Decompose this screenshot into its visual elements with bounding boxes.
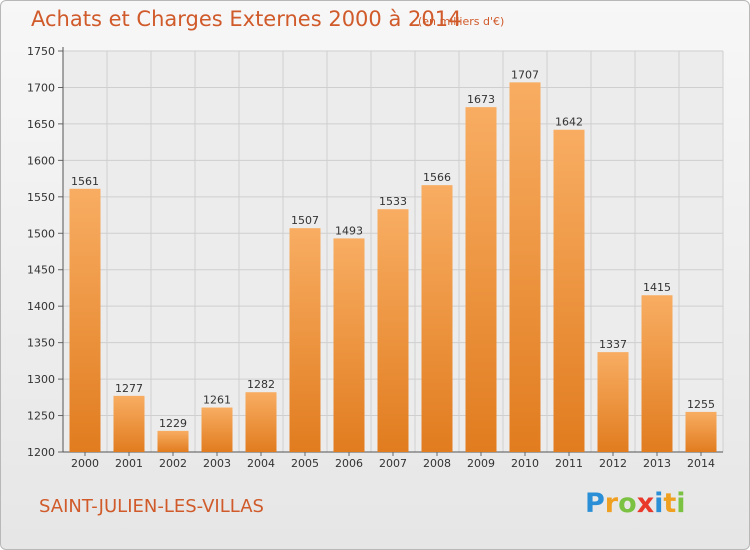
logo-letter: o (618, 488, 637, 519)
data-label: 1566 (423, 171, 451, 184)
bar (597, 352, 629, 452)
x-tick-label: 2008 (423, 457, 451, 470)
bar (289, 228, 321, 452)
y-tick-label: 1550 (27, 191, 55, 204)
y-tick-label: 1500 (27, 227, 55, 240)
x-tick-label: 2000 (71, 457, 99, 470)
logo-letter: i (676, 488, 686, 519)
y-tick-label: 1650 (27, 118, 55, 131)
x-tick-label: 2004 (247, 457, 275, 470)
bar (641, 295, 673, 452)
x-tick-label: 2003 (203, 457, 231, 470)
y-tick-label: 1300 (27, 373, 55, 386)
city-name: SAINT-JULIEN-LES-VILLAS (39, 496, 264, 517)
y-tick-label: 1450 (27, 264, 55, 277)
data-label: 1642 (555, 116, 583, 129)
data-label: 1507 (291, 214, 319, 227)
logo-letter: P (585, 488, 605, 519)
data-label: 1229 (159, 417, 187, 430)
y-tick-label: 1200 (27, 446, 55, 459)
bar (113, 395, 145, 452)
bar (509, 82, 541, 453)
logo-letter: i (654, 488, 664, 519)
x-tick-label: 2009 (467, 457, 495, 470)
data-label: 1533 (379, 195, 407, 208)
x-tick-label: 2001 (115, 457, 143, 470)
proxiti-logo: Proxiti (585, 488, 686, 519)
chart-subtitle: (en milliers d'€) (418, 15, 505, 28)
logo-letter: t (663, 488, 677, 519)
data-label: 1282 (247, 378, 275, 391)
x-tick-label: 2012 (599, 457, 627, 470)
data-label: 1415 (643, 281, 671, 294)
bar (377, 209, 409, 452)
data-label: 1707 (511, 68, 539, 81)
bar (69, 188, 101, 452)
x-tick-label: 2010 (511, 457, 539, 470)
x-tick-label: 2013 (643, 457, 671, 470)
logo-letter: x (636, 488, 655, 519)
x-tick-label: 2014 (687, 457, 715, 470)
x-tick-label: 2006 (335, 457, 363, 470)
logo-letter: r (604, 488, 619, 519)
x-tick-label: 2007 (379, 457, 407, 470)
chart-title: Achats et Charges Externes 2000 à 2014 (31, 7, 462, 31)
data-label: 1255 (687, 398, 715, 411)
y-tick-label: 1750 (27, 45, 55, 58)
y-tick-label: 1700 (27, 81, 55, 94)
bar (553, 129, 585, 452)
y-tick-label: 1600 (27, 154, 55, 167)
bar (333, 238, 365, 452)
data-label: 1493 (335, 224, 363, 237)
x-tick-label: 2002 (159, 457, 187, 470)
bar (157, 430, 189, 452)
data-label: 1337 (599, 338, 627, 351)
x-tick-label: 2005 (291, 457, 319, 470)
y-tick-label: 1250 (27, 410, 55, 423)
x-tick-label: 2011 (555, 457, 583, 470)
data-label: 1261 (203, 394, 231, 407)
data-label: 1673 (467, 93, 495, 106)
data-label: 1277 (115, 382, 143, 395)
bar (245, 392, 277, 452)
bar (421, 185, 453, 453)
bar (685, 411, 717, 452)
bar (201, 407, 233, 452)
data-label: 1561 (71, 175, 99, 188)
y-tick-label: 1400 (27, 300, 55, 313)
y-tick-label: 1350 (27, 337, 55, 350)
bar (465, 107, 497, 452)
